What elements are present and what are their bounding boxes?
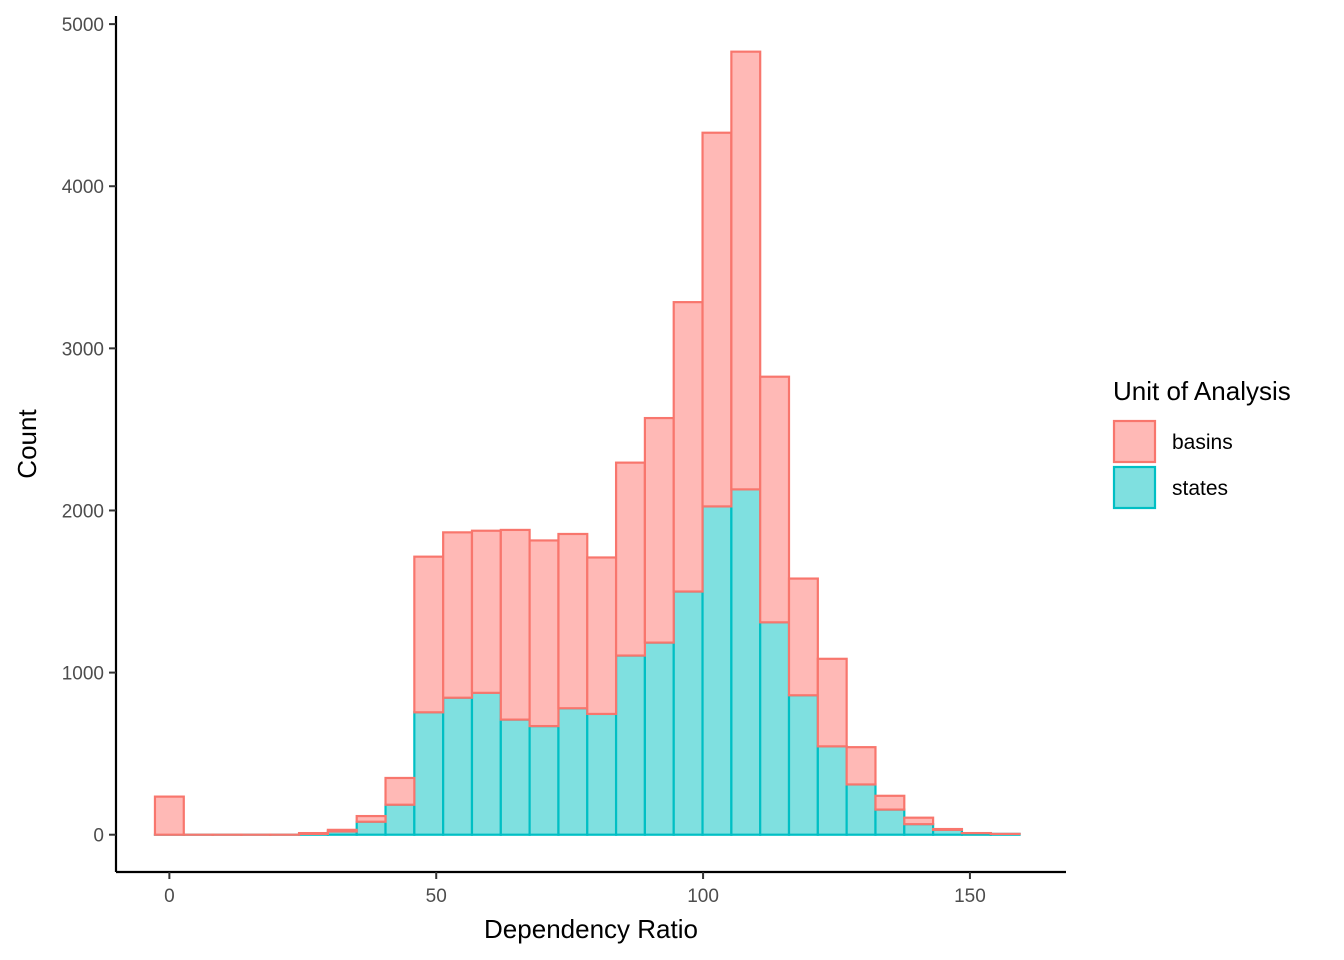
bar-states-14	[557, 707, 589, 836]
y-tick-label-4: 4000	[62, 177, 104, 198]
legend-label-states: states	[1172, 477, 1228, 500]
bar-states-13	[528, 724, 560, 836]
bar-states-23	[816, 745, 848, 836]
bar-basins-6	[326, 828, 358, 833]
bar-states-11	[470, 691, 502, 836]
bar-states-25	[874, 808, 906, 836]
y-tick-label-0: 0	[93, 826, 104, 847]
bar-basins-5	[297, 831, 329, 836]
bar-states-24	[845, 783, 877, 836]
axes-layer: 0 1000 2000 3000 4000 5000 0 50 100 150	[62, 15, 1066, 907]
bar-basins-22	[787, 577, 819, 697]
bar-states-26	[903, 823, 935, 836]
bar-basins-7	[355, 814, 387, 823]
bar-states-10	[442, 696, 474, 836]
bar-states-20	[730, 488, 762, 836]
bar-basins-14	[557, 532, 589, 710]
bar-basins-26	[903, 816, 935, 826]
bar-states-21	[759, 621, 791, 836]
bar-basins-9	[413, 555, 445, 714]
bar-basins-19	[701, 131, 733, 508]
legend-items: basins states	[1112, 419, 1233, 510]
legend-label-basins: basins	[1172, 431, 1233, 454]
y-tick-label-5: 5000	[62, 15, 104, 36]
x-tick-label-0: 0	[164, 886, 175, 907]
x-tick-label-2: 100	[687, 886, 719, 907]
legend-key-states	[1112, 465, 1157, 510]
x-axis-title: Dependency Ratio	[484, 914, 698, 944]
bar-basins-10	[442, 531, 474, 699]
x-tick-label-1: 50	[426, 886, 447, 907]
bar-basins-12	[499, 528, 531, 721]
bar-basins-24	[845, 746, 877, 786]
bar-basins-11	[470, 529, 502, 694]
bar-basins-18	[672, 301, 704, 593]
bar-states-16	[614, 654, 647, 836]
bar-basins-17	[643, 416, 675, 644]
bar-basins-8	[384, 776, 416, 806]
bar-states-7	[355, 820, 387, 836]
legend-title: Unit of Analysis	[1113, 376, 1291, 406]
bar-basins-21	[759, 375, 791, 624]
y-axis-title: Count	[12, 409, 42, 479]
y-tick-label-3: 3000	[62, 339, 104, 360]
bar-states-22	[787, 694, 819, 836]
bar-states-18	[672, 590, 704, 836]
y-tick-label-2: 2000	[62, 501, 104, 522]
bar-states-15	[586, 712, 618, 836]
bar-states-17	[643, 641, 675, 836]
legend: Unit of Analysis basins states	[1112, 376, 1291, 510]
legend-key-basins	[1112, 419, 1157, 464]
y-tick-label-1: 1000	[62, 664, 104, 685]
bar-states-9	[413, 711, 445, 836]
bar-basins-16	[614, 461, 647, 657]
bar-basins-0	[153, 795, 185, 836]
bar-basins-13	[528, 539, 560, 728]
bar-basins-27	[932, 827, 964, 831]
bar-states-8	[384, 803, 416, 836]
bar-basins-25	[874, 794, 906, 811]
bar-basins-15	[586, 556, 618, 716]
bar-basins-23	[816, 657, 848, 748]
bar-states-19	[701, 505, 733, 836]
bar-states-12	[499, 718, 531, 836]
x-tick-label-3: 150	[954, 886, 986, 907]
bars-layer	[153, 50, 1021, 836]
bar-basins-20	[730, 50, 762, 491]
